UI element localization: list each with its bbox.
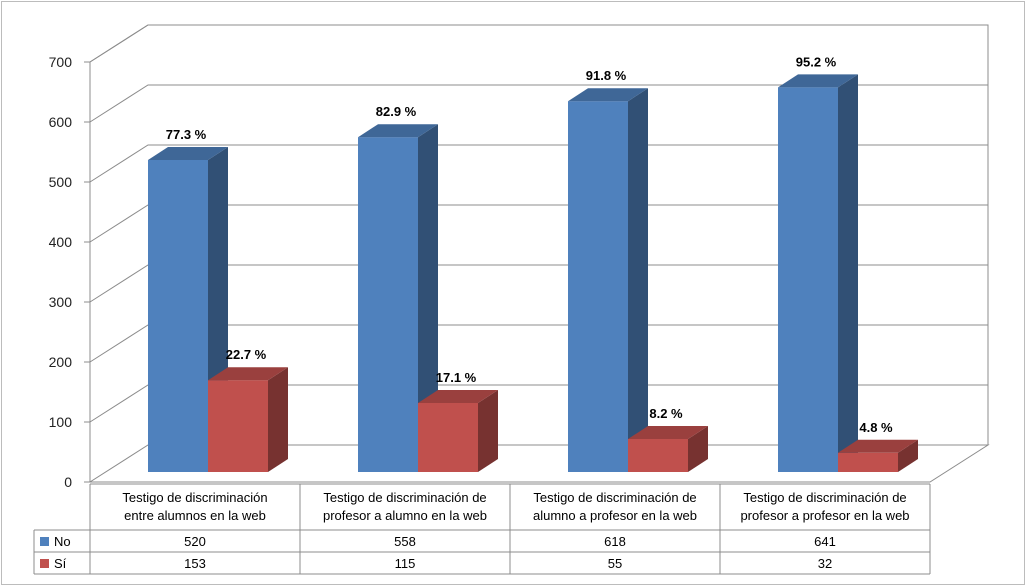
category-label: Testigo de discriminación de xyxy=(323,490,486,505)
bar-front xyxy=(628,439,688,472)
category-label: entre alumnos en la web xyxy=(124,508,266,523)
gridline xyxy=(89,24,988,63)
data-label: 22.7 % xyxy=(226,347,267,362)
category-label: Testigo de discriminación de xyxy=(743,490,906,505)
bar-front xyxy=(148,160,208,472)
bar-no-4 xyxy=(778,74,858,473)
bar-side xyxy=(418,124,438,472)
y-tick-label: 500 xyxy=(49,174,73,190)
gridline xyxy=(89,144,988,183)
bar-top xyxy=(778,74,858,88)
bar-side xyxy=(898,439,918,472)
table-cell: 558 xyxy=(394,534,416,549)
y-tick-label: 100 xyxy=(49,414,73,430)
table-cell: 55 xyxy=(608,556,622,571)
data-label: 4.8 % xyxy=(859,420,893,435)
legend-label: Sí xyxy=(54,556,67,571)
bar-top xyxy=(148,147,228,160)
y-tick-label: 200 xyxy=(49,354,73,370)
data-label: 82.9 % xyxy=(376,104,417,119)
bar-top xyxy=(418,390,498,403)
bar-no-2 xyxy=(358,124,438,472)
bar-front xyxy=(208,380,268,472)
bar-side xyxy=(478,390,498,472)
table-cell: 153 xyxy=(184,556,206,571)
category-label: profesor a profesor en la web xyxy=(740,508,909,523)
data-label: 95.2 % xyxy=(796,54,837,69)
data-label: 8.2 % xyxy=(649,406,683,421)
table-cell: 641 xyxy=(814,534,836,549)
legend-key-si xyxy=(40,559,49,568)
bar-top xyxy=(628,426,708,439)
category-label: Testigo de discriminación de xyxy=(533,490,696,505)
legend-label: No xyxy=(54,534,71,549)
category-label: Testigo de discriminación xyxy=(122,490,267,505)
bar-si-3 xyxy=(628,426,708,472)
category-label: profesor a alumno en la web xyxy=(323,508,487,523)
data-table: Testigo de discriminación entre alumnos e… xyxy=(33,483,931,575)
gridline xyxy=(89,84,988,123)
y-tick-label: 0 xyxy=(64,474,72,490)
table-cell: 520 xyxy=(184,534,206,549)
bar-side xyxy=(628,88,648,472)
floor xyxy=(88,444,990,483)
bar-top xyxy=(358,124,438,138)
bar-side xyxy=(838,74,858,473)
category-label: alumno a profesor en la web xyxy=(533,508,697,523)
bar-top xyxy=(208,367,288,381)
bar-side xyxy=(688,426,708,472)
data-labels: 77.3 % 22.7 % 82.9 % 17.1 % 91.8 % 8.2 % 95.2 … xyxy=(166,54,893,434)
table-cell: 32 xyxy=(818,556,832,571)
table-cell: 115 xyxy=(395,556,416,571)
bar-front xyxy=(418,403,478,472)
bar-front xyxy=(838,452,898,472)
legend-key-no xyxy=(40,537,49,546)
bar-front xyxy=(568,101,628,472)
table-cell: 618 xyxy=(604,534,626,549)
y-tick-label: 300 xyxy=(49,294,73,310)
bar-si-2 xyxy=(418,390,498,472)
bar-no-1 xyxy=(148,147,228,472)
bar-si-4 xyxy=(838,439,918,472)
y-tick-label: 400 xyxy=(49,234,73,250)
bar-top xyxy=(568,88,648,102)
data-label: 17.1 % xyxy=(436,370,477,385)
y-tick-label: 700 xyxy=(49,54,73,70)
bar-si-1 xyxy=(208,367,288,472)
bar-side xyxy=(268,367,288,472)
bar-no-3 xyxy=(568,88,648,472)
data-label: 91.8 % xyxy=(586,68,627,83)
bars xyxy=(148,74,918,473)
bar-front xyxy=(358,137,418,472)
data-label: 77.3 % xyxy=(166,127,207,142)
y-tick-label: 600 xyxy=(49,114,73,130)
bar-front xyxy=(778,87,838,473)
bar-top xyxy=(838,439,918,453)
